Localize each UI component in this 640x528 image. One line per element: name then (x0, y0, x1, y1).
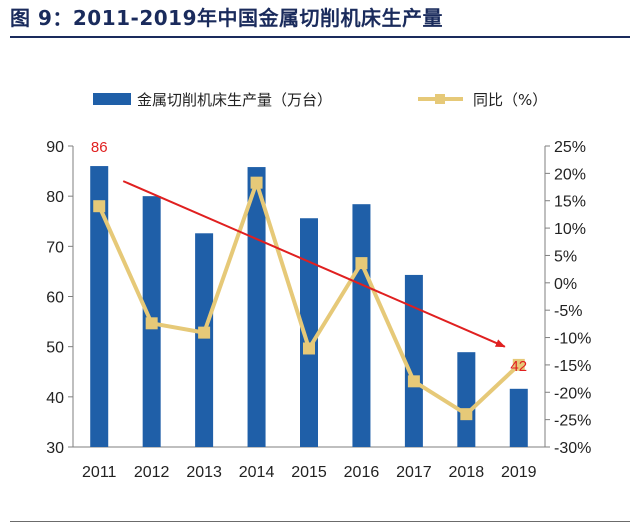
bar (457, 352, 476, 447)
right-tick-label: -25% (554, 413, 591, 430)
bar (90, 166, 109, 448)
bar (300, 218, 318, 447)
yoy-point (93, 200, 106, 213)
bars (90, 166, 528, 448)
x-tick-label: 2017 (396, 464, 432, 481)
yoy-point (250, 176, 263, 189)
bar (352, 204, 371, 447)
yoy-point (355, 257, 368, 270)
legend-line-label: 同比（%） (473, 91, 547, 109)
yoy-point (407, 375, 420, 388)
right-tick-label: -10% (554, 331, 591, 348)
legend-line-marker (435, 94, 445, 104)
x-tick-label: 2019 (501, 464, 537, 481)
x-tick-label: 2018 (449, 464, 485, 481)
annotations: 86 42 (91, 139, 527, 375)
value-annotation: 42 (510, 358, 527, 375)
yoy-point (460, 408, 473, 421)
right-tick-label: 0% (554, 276, 577, 293)
left-tick-label: 70 (46, 239, 64, 256)
right-tick-label: -20% (554, 385, 591, 402)
bar (195, 233, 214, 447)
x-tick-label: 2014 (239, 464, 275, 481)
x-tick-label: 2013 (186, 464, 222, 481)
left-tick-label: 40 (46, 390, 64, 407)
yoy-line (93, 176, 525, 421)
bar (509, 388, 528, 447)
left-tick-label: 90 (46, 139, 64, 156)
right-tick-label: 20% (554, 166, 586, 183)
right-tick-label: 25% (554, 139, 586, 156)
right-tick-label: 15% (554, 194, 586, 211)
right-tick-label: 10% (554, 221, 586, 238)
bar (404, 274, 423, 447)
legend-bar-swatch (93, 93, 131, 105)
x-tick-label: 2016 (344, 464, 380, 481)
left-tick-label: 80 (46, 189, 64, 206)
legend: 金属切削机床生产量（万台） 同比（%） (93, 91, 547, 109)
trend-arrow (122, 180, 506, 348)
value-annotation: 86 (91, 139, 108, 156)
right-tick-label: -15% (554, 358, 591, 375)
left-tick-label: 30 (46, 440, 64, 457)
right-tick-label: -30% (554, 440, 591, 457)
right-tick-label: -5% (554, 303, 582, 320)
legend-bar-label: 金属切削机床生产量（万台） (137, 91, 332, 109)
axes: 30 40 50 60 70 80 90 -30% -25% -20% -15% -10% -5% 0% 5… (46, 139, 591, 481)
yoy-point (303, 342, 315, 355)
x-tick-label: 2011 (82, 464, 117, 481)
bottom-rule (10, 521, 630, 522)
x-tick-label: 2015 (291, 464, 327, 481)
right-tick-label: 5% (554, 248, 577, 265)
x-tick-label: 2012 (134, 464, 170, 481)
title-rule (10, 36, 630, 38)
left-tick-label: 60 (46, 290, 64, 307)
yoy-point (145, 317, 158, 330)
yoy-point (512, 358, 525, 371)
left-tick-label: 50 (46, 340, 64, 357)
figure-title: 图 9：2011-2019年中国金属切削机床生产量 (10, 6, 444, 30)
yoy-point (198, 326, 211, 339)
